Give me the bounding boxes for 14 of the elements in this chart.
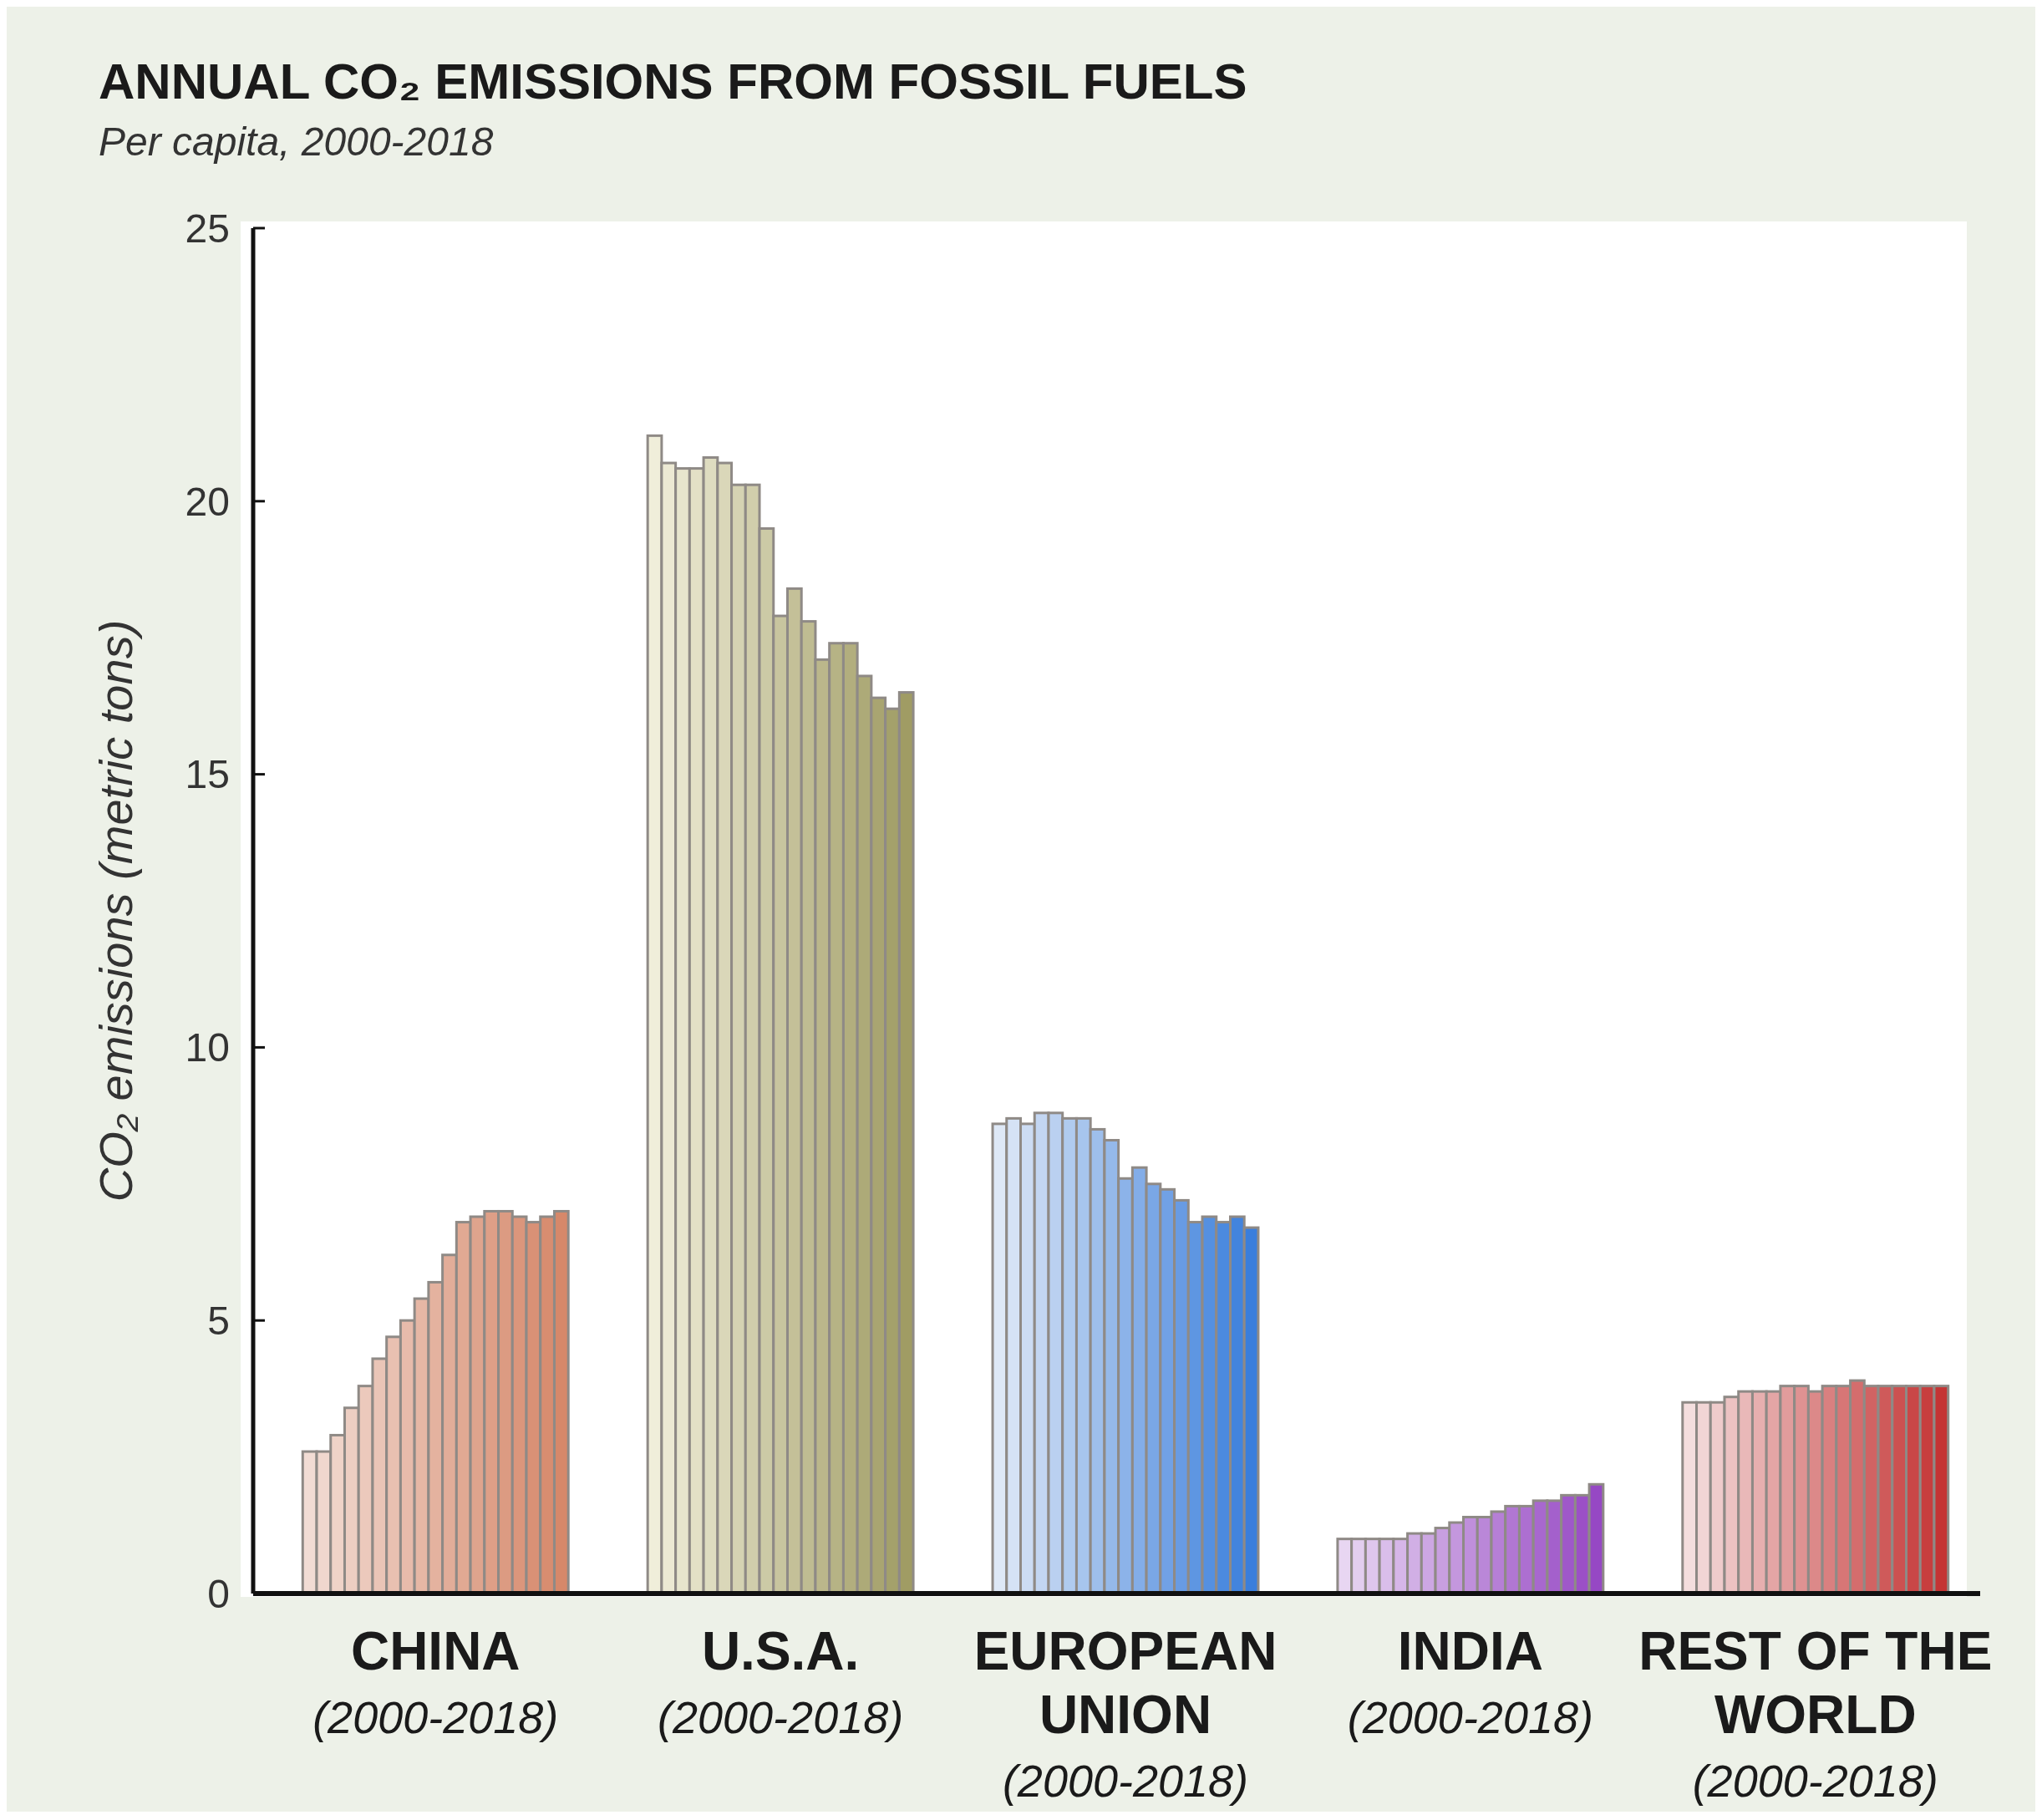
y-tick-label: 0	[207, 1571, 230, 1616]
x-tick-label: CHINA (2000-2018)	[312, 1621, 559, 1742]
y-tick-label: 10	[185, 1025, 230, 1070]
chart-title: ANNUAL CO₂ EMISSIONS FROM FOSSIL FUELS	[99, 53, 1247, 109]
x-tick-label: EUROPEAN UNION (2000-2018)	[973, 1621, 1278, 1806]
x-tick-label: INDIA (2000-2018)	[1347, 1621, 1593, 1742]
y-tick-label: 15	[185, 752, 230, 797]
y-tick-label: 5	[207, 1299, 230, 1343]
y-axis-title: CO₂ emissions (metric tons)	[89, 619, 142, 1202]
y-tick-label: 20	[185, 479, 230, 524]
x-tick-label: REST OF THE WORLD (2000-2018)	[1638, 1621, 1993, 1806]
y-tick-label: 25	[185, 206, 230, 251]
chart-subtitle: Per capita, 2000-2018	[99, 119, 494, 164]
x-tick-label: U.S.A. (2000-2018)	[658, 1621, 904, 1742]
